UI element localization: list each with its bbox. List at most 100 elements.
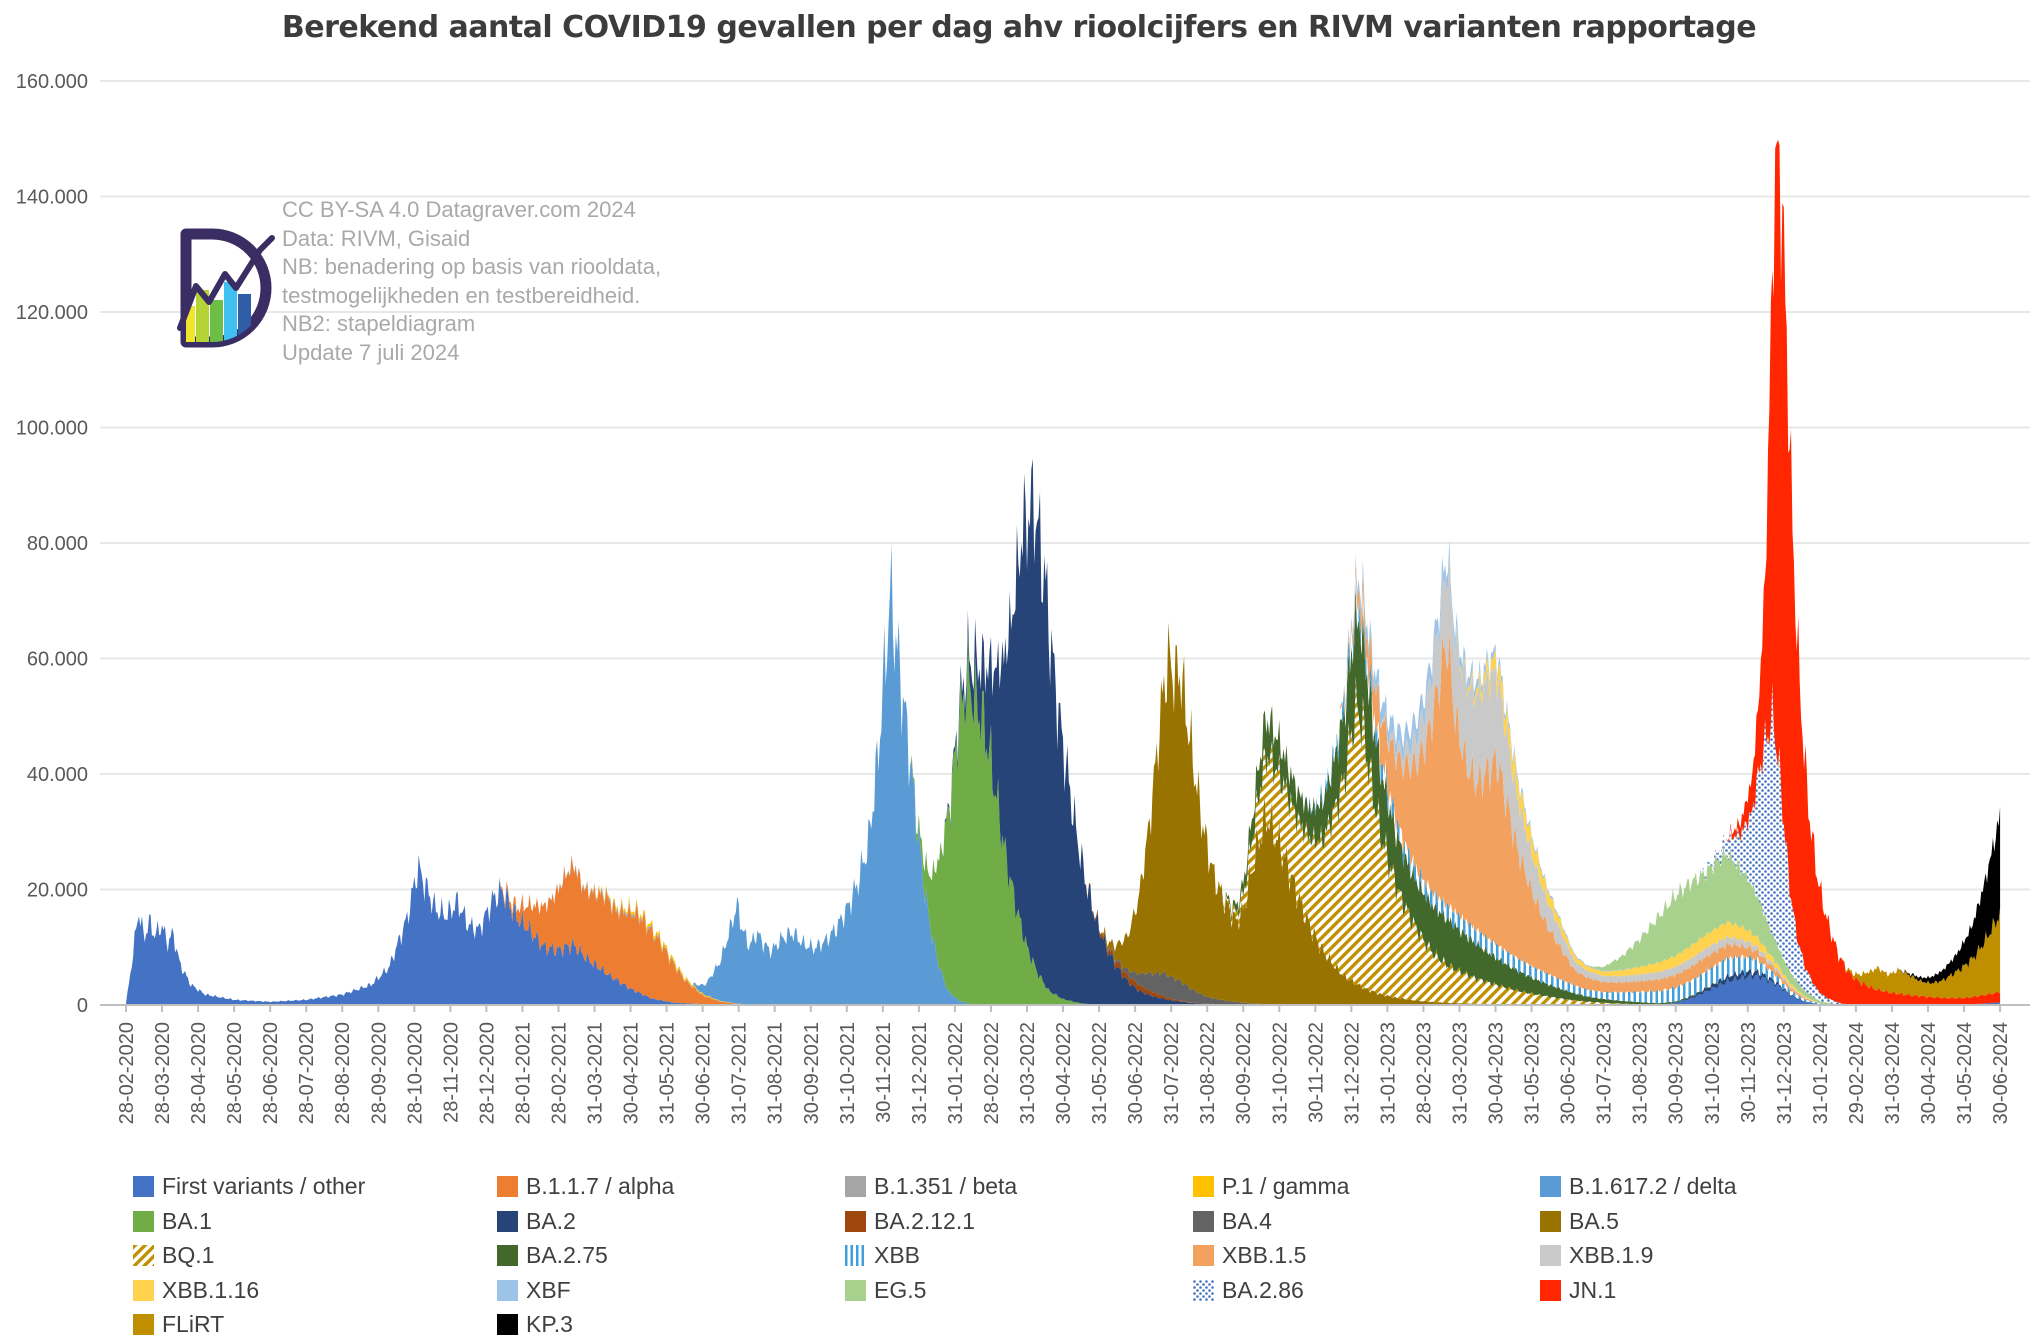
legend-label: BA.2.75 [526, 1241, 608, 1268]
y-tick-label: 80.000 [27, 533, 88, 555]
legend-label: First variants / other [162, 1172, 366, 1199]
area-series-first-variants-other [126, 854, 2001, 1005]
legend-label: B.1.1.7 / alpha [526, 1172, 675, 1199]
legend-swatch [1193, 1244, 1214, 1266]
y-axis-labels: 0 20.000 40.000 60.000 80.000 100.000 120.000 1… [16, 71, 88, 1017]
x-tick-label: 28-02-2021 [548, 1022, 570, 1124]
legend-label: BA.4 [1222, 1207, 1272, 1234]
y-tick-label: 20.000 [27, 880, 88, 902]
legend-swatch [497, 1175, 518, 1197]
annotation-line: Update 7 juli 2024 [282, 339, 460, 365]
legend-item-first-variants-other: First variants / other [133, 1172, 366, 1199]
annotation-block: CC BY-SA 4.0 Datagraver.com 2024 Data: R… [282, 196, 661, 367]
x-tick-label: 31-05-2023 [1522, 1022, 1544, 1124]
legend-swatch [1540, 1279, 1561, 1301]
x-tick-label: 28-07-2020 [296, 1022, 318, 1124]
legend-swatch [1193, 1279, 1214, 1301]
x-tick-label: 28-09-2020 [368, 1022, 390, 1124]
legend-swatch [133, 1313, 154, 1335]
legend-label: BA.5 [1569, 1207, 1619, 1234]
x-tick-label: 31-07-2023 [1594, 1022, 1616, 1124]
x-tick-label: 31-07-2022 [1161, 1022, 1183, 1124]
x-tick-label: 30-09-2022 [1233, 1022, 1255, 1124]
x-tick-label: 28-04-2020 [188, 1022, 210, 1124]
legend-item-xbb.1.5: XBB.1.5 [1193, 1242, 1306, 1268]
legend-swatch [133, 1244, 154, 1266]
legend-swatch [497, 1210, 518, 1232]
x-tick-label: 31-03-2022 [1017, 1022, 1039, 1124]
legend-label: BA.2.86 [1222, 1276, 1304, 1303]
legend-item-ba.4: BA.4 [1193, 1207, 1272, 1234]
legend-item-ba.2.75: BA.2.75 [497, 1241, 608, 1268]
x-tick-label: 31-08-2022 [1197, 1022, 1219, 1124]
x-tick-label: 28-02-2020 [116, 1022, 138, 1124]
legend-swatch [1193, 1175, 1214, 1197]
legend-swatch [1540, 1175, 1561, 1197]
x-tick-label: 28-06-2020 [260, 1022, 282, 1124]
x-axis [100, 1004, 2030, 1012]
x-tick-label: 30-06-2023 [1558, 1022, 1580, 1124]
x-tick-label: 30-09-2023 [1666, 1022, 1688, 1124]
legend-swatch [845, 1244, 866, 1266]
legend-label: P.1 / gamma [1222, 1172, 1350, 1199]
legend-item-p.1-gamma: P.1 / gamma [1193, 1172, 1350, 1199]
legend-label: BA.1 [162, 1207, 212, 1234]
legend-item-xbb.1.9: XBB.1.9 [1540, 1242, 1653, 1268]
legend-label: JN.1 [1569, 1276, 1617, 1303]
x-tick-label: 30-11-2023 [1738, 1022, 1760, 1123]
legend-item-ba.5: BA.5 [1540, 1207, 1619, 1234]
legend-item-ba.1: BA.1 [133, 1207, 212, 1234]
x-tick-label: 31-07-2021 [729, 1022, 751, 1124]
x-tick-label: 31-05-2022 [1089, 1022, 1111, 1124]
legend-item-eg.5: EG.5 [845, 1277, 926, 1303]
x-tick-label: 31-08-2023 [1630, 1022, 1652, 1124]
legend-label: BA.2.12.1 [874, 1207, 976, 1234]
x-tick-label: 31-01-2024 [1810, 1022, 1832, 1124]
area-series-group [126, 139, 2001, 1005]
legend-item-b.1.617.2-delta: B.1.617.2 / delta [1540, 1172, 1737, 1199]
y-tick-label: 120.000 [16, 302, 88, 324]
x-tick-label: 30-06-2022 [1125, 1022, 1147, 1124]
x-tick-label: 31-01-2023 [1377, 1022, 1399, 1124]
legend-swatch [845, 1210, 866, 1232]
x-tick-label: 30-04-2023 [1486, 1022, 1508, 1124]
legend-item-jn.1: JN.1 [1540, 1276, 1617, 1303]
legend-item-b.1.1.7-alpha: B.1.1.7 / alpha [497, 1172, 675, 1199]
x-tick-label: 28-08-2020 [332, 1022, 354, 1124]
legend-item-bq.1: BQ.1 [133, 1241, 215, 1268]
x-tick-label: 28-01-2021 [512, 1022, 534, 1124]
x-axis-labels: 28-02-2020 28-03-2020 28-04-2020 28-05-2020… [116, 1022, 2012, 1124]
x-tick-label: 31-01-2022 [945, 1022, 967, 1124]
legend-item-kp.3: KP.3 [497, 1311, 573, 1337]
x-tick-label: 31-03-2021 [585, 1022, 607, 1124]
x-tick-label: 31-12-2023 [1774, 1022, 1796, 1124]
y-tick-label: 60.000 [27, 649, 88, 671]
legend-item-xbb: XBB [845, 1242, 920, 1268]
legend-label: B.1.617.2 / delta [1569, 1172, 1737, 1199]
gridlines [100, 80, 2030, 891]
x-tick-label: 30-04-2024 [1918, 1022, 1940, 1124]
legend-label: BA.2 [526, 1207, 576, 1234]
legend-item-ba.2.86: BA.2.86 [1193, 1276, 1304, 1303]
area-series-ba.2 [126, 458, 2001, 1005]
legend-item-b.1.351-beta: B.1.351 / beta [845, 1172, 1018, 1199]
legend-swatch [845, 1175, 866, 1197]
x-tick-label: 28-05-2020 [224, 1022, 246, 1124]
x-tick-label: 28-11-2020 [440, 1022, 462, 1123]
x-tick-label: 31-10-2023 [1702, 1022, 1724, 1124]
annotation-line: CC BY-SA 4.0 Datagraver.com 2024 [282, 197, 636, 222]
x-tick-label: 30-04-2021 [621, 1022, 643, 1124]
legend-swatch [1193, 1210, 1214, 1232]
legend-swatch [845, 1279, 866, 1301]
legend-item-flirt: FLiRT [133, 1310, 225, 1337]
annotation-line: NB2: stapeldiagram [282, 311, 476, 336]
legend-swatch [1540, 1210, 1561, 1232]
area-series-b.1.1.7-alpha [126, 854, 2001, 1005]
annotation-line: NB: benadering op basis van riooldata, [282, 254, 662, 279]
legend-label: FLiRT [162, 1310, 225, 1337]
legend-label: B.1.351 / beta [874, 1172, 1018, 1199]
x-tick-label: 31-05-2021 [657, 1022, 679, 1124]
legend-label: BQ.1 [162, 1241, 215, 1268]
